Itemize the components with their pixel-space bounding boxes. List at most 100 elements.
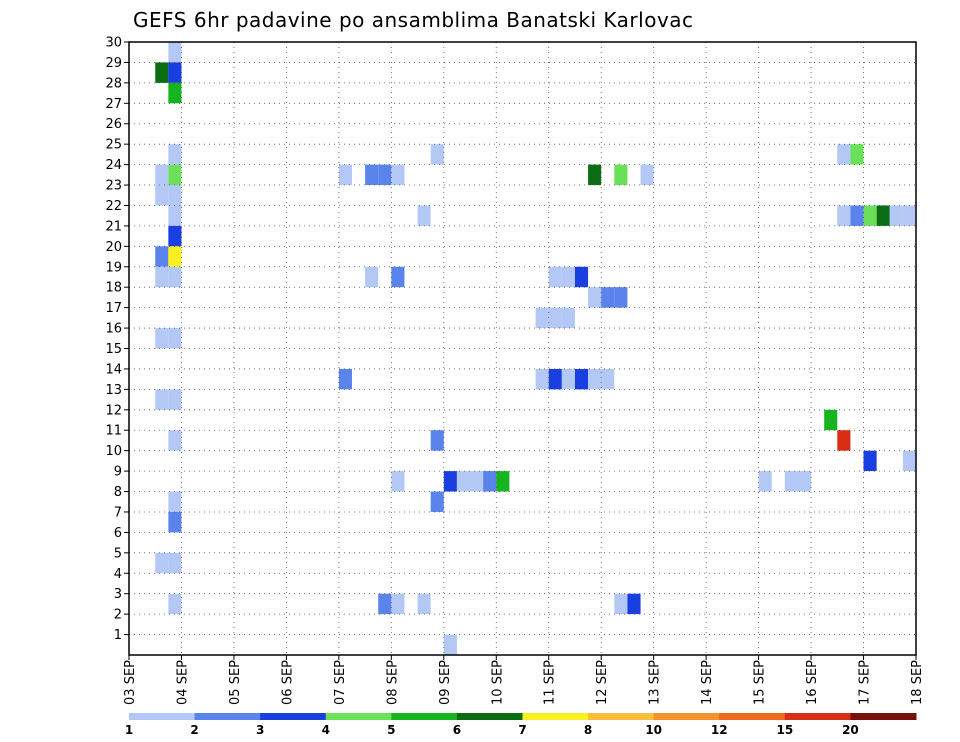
y-tick-label: 24 [105, 158, 122, 173]
heatmap-cells [155, 42, 916, 655]
y-tick-label: 15 [105, 342, 122, 357]
heatmap-cell-17 [155, 185, 169, 206]
heatmap-cell-58 [863, 450, 877, 472]
heatmap-cell-81 [443, 634, 457, 655]
heatmap-cell-52 [155, 389, 169, 410]
heatmap-cell-18 [168, 185, 182, 206]
y-tick-label: 9 [114, 465, 122, 480]
plot-frame [128, 41, 917, 656]
heatmap-cell-20 [417, 205, 431, 226]
heatmap-cell-42 [561, 307, 575, 329]
x-tick-label: 10 SEP [490, 660, 505, 705]
colorbar-swatch [456, 713, 523, 720]
colorbar-label: 3 [256, 723, 264, 737]
y-tick-label: 30 [105, 36, 122, 51]
colorbar-label: 2 [190, 723, 198, 737]
heatmap-cell-54 [824, 409, 838, 431]
heatmap-cell-24 [876, 205, 890, 226]
x-tick-label: 16 SEP [805, 660, 820, 705]
colorbar-swatch [784, 713, 851, 720]
heatmap-cell-39 [614, 287, 628, 308]
heatmap-cell-73 [155, 552, 169, 574]
x-tick-label: 14 SEP [700, 660, 715, 705]
heatmap-cell-4 [168, 144, 182, 165]
heatmap-cell-69 [797, 471, 812, 492]
heatmap-cell-19 [168, 205, 182, 226]
heatmap-cell-27 [168, 225, 182, 247]
x-tick-label: 03 SEP [123, 660, 138, 705]
heatmap-cell-72 [168, 511, 182, 533]
y-tick-label: 14 [105, 362, 122, 377]
heatmap-cell-43 [155, 328, 169, 349]
heatmap-cell-41 [548, 307, 562, 329]
heatmap-cell-76 [378, 593, 392, 615]
heatmap-cell-47 [548, 368, 562, 390]
heatmap-cell-1 [155, 62, 169, 83]
x-tick-label: 11 SEP [543, 660, 558, 705]
heatmap-cell-79 [614, 593, 628, 615]
colorbar-label: 7 [518, 723, 526, 737]
x-tick-label: 04 SEP [175, 660, 190, 705]
heatmap-cell-15 [614, 164, 628, 186]
y-tick-label: 28 [105, 76, 122, 91]
heatmap-cell-11 [365, 164, 379, 186]
heatmap-cell-56 [430, 430, 444, 451]
heatmap-cell-30 [155, 266, 169, 288]
y-tick-label: 18 [105, 281, 122, 296]
heatmap-cell-55 [168, 430, 182, 451]
heatmap-cell-75 [168, 593, 182, 615]
colorbar-swatch [522, 713, 589, 720]
colorbar-label: 6 [453, 723, 461, 737]
x-tick-label: 13 SEP [648, 660, 663, 705]
colorbar-swatch [325, 713, 392, 720]
heatmap-cell-23 [863, 205, 877, 226]
heatmap-cell-67 [758, 471, 772, 492]
heatmap-cell-59 [902, 450, 916, 472]
colorbar-label: 10 [645, 723, 662, 737]
heatmap-cell-68 [784, 471, 798, 492]
heatmap-cell-80 [627, 593, 641, 615]
x-tick-label: 12 SEP [595, 660, 610, 705]
heatmap-cell-12 [378, 164, 392, 186]
heatmap-cell-9 [168, 164, 182, 186]
y-tick-label: 22 [105, 199, 122, 214]
heatmap-cell-48 [561, 368, 575, 390]
heatmap-cell-57 [837, 430, 851, 451]
y-tick-label: 12 [105, 403, 122, 418]
heatmap-cell-51 [601, 368, 615, 390]
x-tick-label: 06 SEP [280, 660, 295, 705]
colorbar-swatch [260, 713, 327, 720]
chart-title: GEFS 6hr padavine po ansamblima Banatski… [133, 8, 694, 32]
x-tick-label: 08 SEP [385, 660, 400, 705]
heatmap-cell-21 [837, 205, 851, 226]
x-tick-label: 07 SEP [333, 660, 348, 705]
heatmap-cell-61 [391, 471, 405, 492]
heatmap-cell-6 [837, 144, 851, 165]
colorbar-swatch [194, 713, 261, 720]
y-tick-label: 17 [105, 301, 122, 316]
x-axis: 03 SEP 04 SEP 05 SEP 06 SEP 07 SEP 08 SEP 09 S… [123, 655, 925, 705]
colorbar-swatch [719, 713, 786, 720]
heatmap-cell-2 [168, 62, 182, 83]
heatmap-cell-53 [168, 389, 182, 410]
colorbar-swatch [391, 713, 458, 720]
colorbar-swatch [129, 713, 196, 720]
heatmap-cell-3 [168, 82, 182, 104]
y-tick-label: 6 [114, 526, 122, 541]
colorbar-label: 4 [322, 723, 330, 737]
heatmap-cell-22 [850, 205, 864, 226]
y-tick-label: 27 [105, 97, 122, 112]
heatmap-cell-16 [640, 164, 654, 186]
colorbar-label: 15 [776, 723, 793, 737]
y-tick-label: 21 [105, 219, 122, 234]
heatmap-cell-7 [850, 144, 864, 165]
heatmap-cell-40 [535, 307, 549, 329]
y-tick-label: 20 [105, 240, 122, 255]
colorbar-swatch [588, 713, 655, 720]
y-tick-label: 23 [105, 179, 122, 194]
y-tick-label: 13 [105, 383, 122, 398]
colorbar-label: 8 [584, 723, 592, 737]
heatmap-cell-35 [561, 266, 575, 288]
heatmap-cell-70 [168, 491, 182, 512]
heatmap-cell-5 [430, 144, 444, 165]
